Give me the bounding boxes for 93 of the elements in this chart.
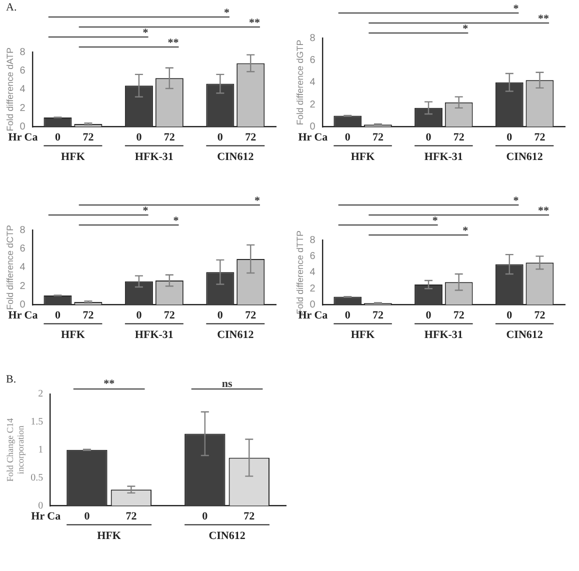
text: 0 [506,132,512,144]
text: ** [538,205,550,217]
text: 72 [164,310,175,322]
text: 0 [136,310,142,322]
series-label: 72 [82,132,94,144]
series-label: 72 [126,510,138,523]
y-tick-label: 0.5 [30,472,44,484]
text: 72 [164,132,175,144]
text: 0 [506,310,512,322]
text: 72 [534,310,546,322]
y-tick-label: 6 [310,250,316,262]
text: ns [222,378,233,390]
text: 0 [136,132,142,144]
y-tick-label: 8 [310,234,316,246]
series-label: 0 [344,310,351,322]
y-tick-label: 4 [20,262,26,274]
series-label: 0 [54,310,61,322]
y-tick-label: 4 [310,267,316,278]
text: 0 [217,310,223,322]
x-tick-label: CIN612 [506,151,544,164]
text: 0 [217,132,223,144]
text: 72 [453,310,464,322]
x-tick-label: HFK [61,151,86,164]
x-tick-label: HFK [61,329,86,342]
y-tick-label: 1.5 [30,416,44,428]
x-tick-label: CIN612 [208,530,246,542]
y-tick-label: 2 [310,99,316,110]
text: * [513,3,520,15]
text: 72 [245,132,256,144]
text: 72 [245,310,256,322]
text: 72 [244,510,255,523]
y-tick-label: 4 [310,77,316,88]
text: * [254,195,260,207]
y-axis-title: Fold difference dGTP [294,40,305,126]
series-label: 0 [344,132,351,144]
series-label: 72 [372,132,384,144]
y-tick-label: 6 [20,65,26,76]
y-axis-title: Fold difference dATP [4,48,15,132]
series-label: 0 [54,132,61,144]
y-tick-label: 2 [38,388,44,400]
y-tick-label: 0 [20,122,26,133]
x-tick-label: HFK-31 [424,151,463,164]
text: A. [6,1,17,14]
x-tick-label: HFK-31 [134,151,174,164]
x-tick-label: CIN612 [506,329,544,342]
text: B. [6,373,16,386]
text: * [462,225,469,237]
series-label: 72 [82,310,94,322]
y-tick-label: 6 [310,54,316,66]
x-tick-label: CIN612 [217,151,254,164]
y-tick-label: 8 [20,46,26,58]
x-tick-label: CIN612 [217,329,254,342]
text: 0 [426,132,432,144]
series-label: 0 [84,510,90,523]
series-label: 72 [372,310,384,322]
text: 72 [534,132,546,144]
text: * [142,205,149,217]
y-tick-label: 8 [20,224,26,236]
y-tick-label: 0 [38,500,44,512]
x-tick-label: HFK [350,329,376,342]
text: ** [248,17,260,29]
y-tick-label: 0 [310,300,316,311]
text: * [142,27,149,39]
text: * [432,215,438,227]
text: 0 [202,510,208,523]
legend-title: Hr Ca [8,310,38,322]
text: * [224,7,230,19]
x-tick-label: HFK-31 [424,329,463,342]
y-tick-label: 2 [310,283,316,294]
y-tick-label: 1 [38,444,44,456]
text: * [462,23,469,35]
text: * [173,215,180,227]
text: ** [538,13,550,25]
x-tick-label: HFK [97,530,122,542]
legend-title: Hr Ca [8,132,38,144]
text: 72 [453,132,464,144]
y-tick-label: 2 [20,102,26,114]
y-axis-title: Fold Change C14 incorporation [4,418,26,482]
text: ** [104,378,116,390]
x-tick-label: HFK-31 [134,329,174,342]
legend-title: Hr Ca [31,510,62,523]
x-tick-label: HFK [350,151,376,164]
y-tick-label: 6 [20,243,26,254]
text: ** [168,37,180,49]
text: 0 [426,310,432,322]
y-axis-title: Fold difference dCTP [4,224,15,310]
y-tick-label: 2 [20,280,26,292]
y-tick-label: 0 [20,300,26,311]
y-tick-label: 4 [20,84,26,96]
text: * [513,195,520,207]
y-tick-label: 8 [310,32,316,44]
legend-title: Hr Ca [298,132,328,144]
y-tick-label: 0 [310,122,316,133]
